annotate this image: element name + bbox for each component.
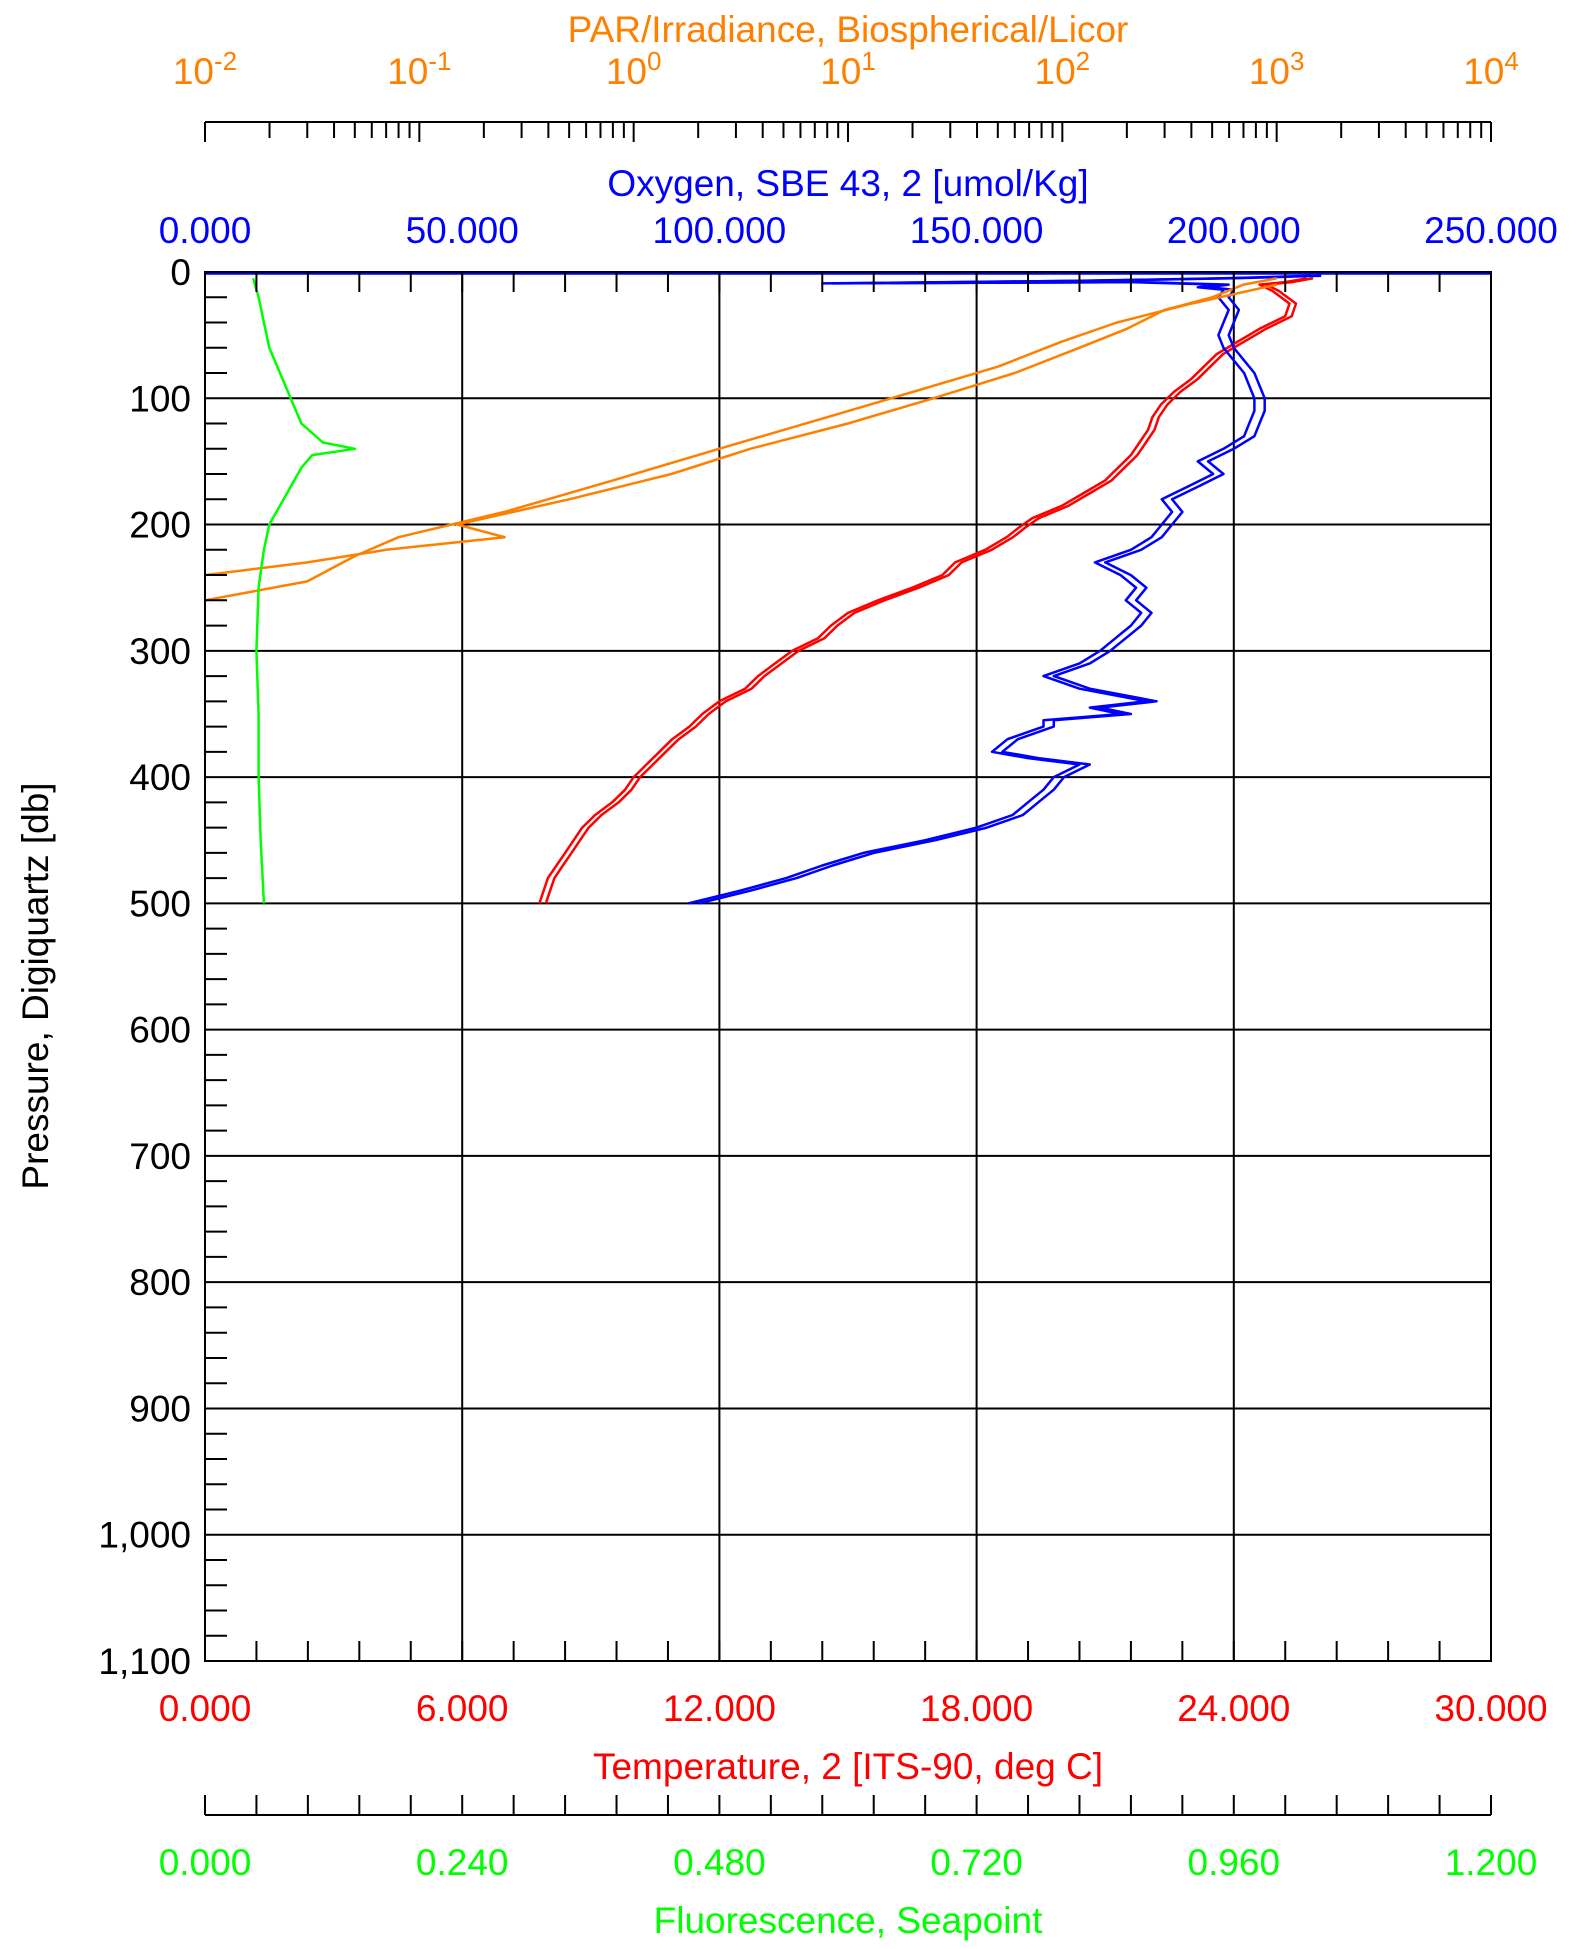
axes: 0 100 200 300 400 500 600 700 800 900 1,000 1,100 0.…	[98, 46, 1557, 1883]
temperature-tick-label: 12.000	[663, 1688, 776, 1729]
grid	[204, 271, 1492, 1662]
fluorescence-tick-label: 0.960	[1188, 1842, 1281, 1883]
oxygen-tick-label: 50.000	[406, 210, 519, 251]
oxygen-tick-label: 250.000	[1424, 210, 1558, 251]
temperature-tick-label: 0.000	[159, 1688, 252, 1729]
oxygen-series-line-2	[698, 274, 1322, 905]
oxygen-tick-label: 150.000	[910, 210, 1044, 251]
oxygen-tick-label: 200.000	[1167, 210, 1301, 251]
temperature-series-line	[538, 277, 1307, 904]
y-tick-label: 1,100	[98, 1641, 191, 1682]
y-tick-label: 600	[129, 1010, 191, 1051]
par-axis-title: PAR/Irradiance, Biospherical/Licor	[568, 9, 1129, 50]
par-series-line-2	[204, 283, 1277, 602]
par-tick-label: 102	[1035, 46, 1091, 92]
y-tick-label: 400	[129, 757, 191, 798]
par-tick-label: 104	[1463, 46, 1519, 92]
par-tick-label: 101	[820, 46, 876, 92]
axis-labels: PAR/Irradiance, Biospherical/Licor Oxyge…	[15, 9, 1128, 1941]
y-tick-label: 800	[129, 1262, 191, 1303]
fluorescence-series-line	[251, 277, 357, 904]
fluorescence-tick-label: 0.480	[673, 1842, 766, 1883]
pressure-axis-title: Pressure, Digiquartz [db]	[15, 782, 56, 1189]
temperature-tick-label: 6.000	[416, 1688, 509, 1729]
oxygen-tick-label: 100.000	[653, 210, 787, 251]
fluorescence-axis-title: Fluorescence, Seapoint	[654, 1900, 1043, 1941]
y-tick-label: 500	[129, 883, 191, 924]
fluorescence-tick-label: 1.200	[1445, 1842, 1538, 1883]
y-tick-label: 300	[129, 631, 191, 672]
y-tick-label: 0	[170, 252, 191, 293]
y-tick-label: 900	[129, 1388, 191, 1429]
par-tick-label: 100	[606, 46, 662, 92]
par-tick-label: 10-2	[173, 46, 237, 92]
y-tick-label: 700	[129, 1136, 191, 1177]
y-tick-label: 1,000	[98, 1515, 191, 1556]
series	[204, 271, 1491, 905]
oxygen-series-line	[688, 274, 1312, 905]
temperature-axis-title: Temperature, 2 [ITS-90, deg C]	[593, 1746, 1103, 1787]
oxygen-tick-label: 0.000	[159, 210, 252, 251]
par-tick-label: 103	[1249, 46, 1305, 92]
plot-frame	[204, 271, 1492, 1662]
temperature-tick-label: 24.000	[1177, 1688, 1290, 1729]
oxygen-axis-title: Oxygen, SBE 43, 2 [umol/Kg]	[607, 163, 1088, 204]
y-tick-label: 200	[129, 505, 191, 546]
y-tick-label: 100	[129, 378, 191, 419]
fluorescence-tick-label: 0.000	[159, 1842, 252, 1883]
fluorescence-tick-label: 0.720	[930, 1842, 1023, 1883]
temperature-series-line-2	[544, 277, 1314, 904]
temperature-tick-label: 18.000	[920, 1688, 1033, 1729]
temperature-tick-label: 30.000	[1434, 1688, 1547, 1729]
par-tick-label: 10-1	[387, 46, 451, 92]
fluorescence-tick-label: 0.240	[416, 1842, 509, 1883]
